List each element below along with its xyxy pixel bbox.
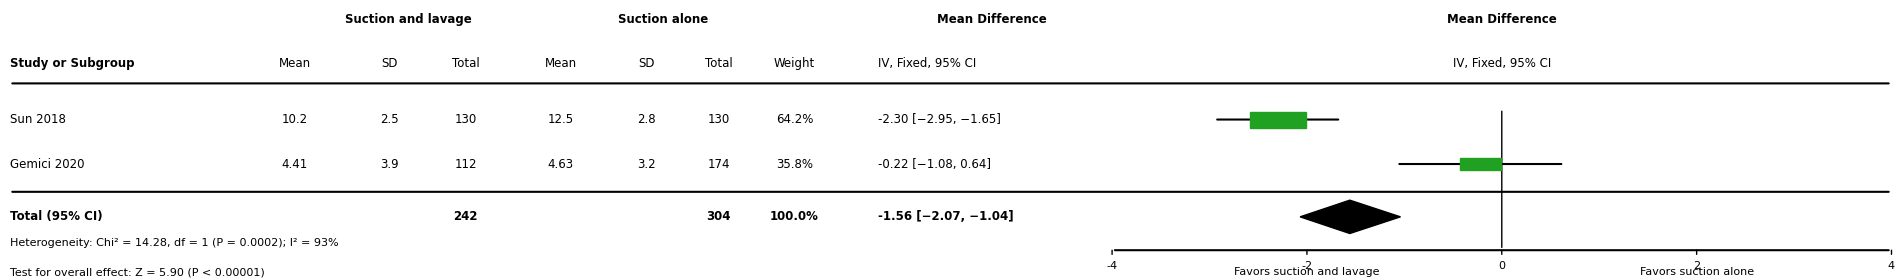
Text: 12.5: 12.5 (547, 113, 574, 126)
Polygon shape (1300, 200, 1401, 234)
Text: -4: -4 (1106, 261, 1118, 271)
FancyBboxPatch shape (1460, 158, 1500, 170)
Text: 304: 304 (707, 210, 730, 223)
FancyBboxPatch shape (1249, 111, 1306, 128)
Text: Favors suction and lavage: Favors suction and lavage (1234, 267, 1380, 277)
Text: Suction alone: Suction alone (618, 13, 709, 26)
Text: Favors suction alone: Favors suction alone (1639, 267, 1755, 277)
Text: Sun 2018: Sun 2018 (10, 113, 65, 126)
Text: Weight: Weight (774, 58, 816, 70)
Text: IV, Fixed, 95% CI: IV, Fixed, 95% CI (878, 58, 977, 70)
Text: Suction and lavage: Suction and lavage (346, 13, 471, 26)
Text: 64.2%: 64.2% (776, 113, 814, 126)
Text: 130: 130 (707, 113, 730, 126)
Text: Study or Subgroup: Study or Subgroup (10, 58, 133, 70)
Text: -2: -2 (1302, 261, 1312, 271)
Text: 10.2: 10.2 (281, 113, 308, 126)
Text: 2.8: 2.8 (637, 113, 656, 126)
Text: -2.30 [−2.95, −1.65]: -2.30 [−2.95, −1.65] (878, 113, 1002, 126)
Text: -0.22 [−1.08, 0.64]: -0.22 [−1.08, 0.64] (878, 158, 990, 170)
Text: Test for overall effect: Z = 5.90 (P < 0.00001): Test for overall effect: Z = 5.90 (P < 0… (10, 267, 264, 277)
Text: 35.8%: 35.8% (776, 158, 814, 170)
Text: SD: SD (639, 58, 654, 70)
Text: 174: 174 (707, 158, 730, 170)
Text: Gemici 2020: Gemici 2020 (10, 158, 84, 170)
Text: IV, Fixed, 95% CI: IV, Fixed, 95% CI (1452, 58, 1551, 70)
Text: Mean Difference: Mean Difference (1447, 13, 1557, 26)
Text: 2.5: 2.5 (380, 113, 399, 126)
Text: 4.41: 4.41 (281, 158, 308, 170)
Text: 100.0%: 100.0% (770, 210, 819, 223)
Text: 112: 112 (454, 158, 477, 170)
Text: Heterogeneity: Chi² = 14.28, df = 1 (P = 0.0002); I² = 93%: Heterogeneity: Chi² = 14.28, df = 1 (P =… (10, 238, 338, 248)
Text: 2: 2 (1694, 261, 1699, 271)
Text: Mean: Mean (546, 58, 576, 70)
Text: 242: 242 (454, 210, 477, 223)
Text: Total (95% CI): Total (95% CI) (10, 210, 103, 223)
Text: 4.63: 4.63 (547, 158, 574, 170)
Text: Mean Difference: Mean Difference (937, 13, 1047, 26)
Text: Mean: Mean (279, 58, 310, 70)
Text: Total: Total (452, 58, 479, 70)
Text: 3.2: 3.2 (637, 158, 656, 170)
Text: 3.9: 3.9 (380, 158, 399, 170)
Text: 130: 130 (454, 113, 477, 126)
Text: SD: SD (382, 58, 397, 70)
Text: 0: 0 (1498, 261, 1506, 271)
Text: 4: 4 (1888, 261, 1895, 271)
Text: Total: Total (705, 58, 732, 70)
Text: -1.56 [−2.07, −1.04]: -1.56 [−2.07, −1.04] (878, 210, 1013, 223)
